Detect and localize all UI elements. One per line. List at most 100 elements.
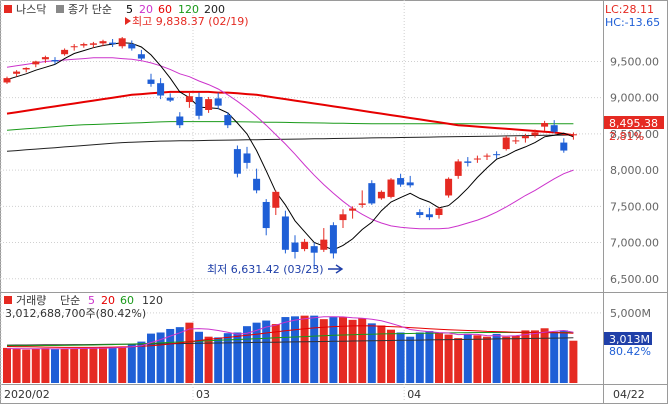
candles	[3, 36, 577, 270]
candle	[416, 209, 424, 218]
price-axis-ticks: 9,500.00 9,000.00 8,500.00 8,000.00 7,500.00…	[610, 55, 659, 319]
volume-bar	[195, 331, 203, 383]
hc-readout: HC:-13.65	[605, 16, 660, 29]
candle-body	[445, 178, 453, 196]
candle-body	[397, 178, 405, 185]
volume-bar	[367, 323, 376, 383]
volume-bar	[559, 330, 568, 383]
candle-body	[109, 42, 117, 45]
candle	[310, 242, 318, 270]
volume-bar	[31, 348, 40, 383]
last-price-label: 8,495.38	[609, 117, 658, 130]
candle-body	[118, 38, 126, 47]
price-tick-label: 8,000.00	[610, 164, 659, 177]
volume-bars	[3, 315, 578, 383]
candle	[406, 175, 414, 188]
volume-bar	[550, 331, 559, 383]
candle	[521, 133, 529, 143]
candle-body	[214, 98, 222, 106]
candle-body	[291, 242, 299, 252]
candle	[3, 76, 11, 84]
ma5-line	[6, 42, 574, 251]
volume-bar	[492, 333, 501, 383]
volume-bar	[406, 336, 415, 383]
candle-body	[560, 142, 568, 151]
candle	[329, 222, 337, 259]
volume-bar	[3, 347, 11, 383]
candle	[147, 73, 155, 87]
volume-bar	[281, 317, 290, 383]
candle	[13, 70, 21, 77]
candle-body	[531, 132, 539, 136]
legend-ma60: 60	[158, 3, 172, 16]
volume-bar	[271, 324, 280, 383]
candle	[550, 120, 558, 134]
candle	[483, 153, 491, 160]
candle	[80, 42, 88, 48]
volume-bar	[204, 336, 213, 383]
candle	[387, 178, 395, 199]
candle-body	[32, 61, 40, 65]
volume-tick-label: 5,000M	[610, 307, 651, 320]
candle	[89, 41, 97, 48]
candle	[272, 190, 280, 216]
volume-bar	[89, 348, 98, 383]
volume-bar	[358, 318, 367, 383]
volume-bar	[511, 335, 520, 383]
candle-body	[185, 96, 193, 103]
candle	[118, 36, 126, 49]
volume-bar	[425, 331, 434, 383]
volume-bar	[444, 334, 453, 383]
candle	[41, 55, 49, 63]
volume-bar	[396, 332, 405, 383]
price-tick-label: 9,000.00	[610, 92, 659, 105]
candle-body	[473, 158, 481, 160]
volume-bar	[243, 326, 251, 383]
candle	[301, 238, 309, 252]
candle-body	[224, 115, 232, 126]
high-label: 최고 9,838.37 (02/19)	[132, 15, 249, 28]
volume-bar	[387, 329, 395, 383]
price-legend: 나스닥 종가 단순 5 20 60 120 200	[4, 3, 225, 16]
candle-body	[3, 78, 11, 83]
candle-body	[550, 125, 558, 132]
volume-bar	[137, 341, 146, 383]
date-tick-label: 04	[407, 388, 421, 401]
candle-body	[205, 99, 213, 110]
volume-bar	[463, 333, 472, 383]
candle-body	[13, 71, 21, 74]
last-volume-box	[604, 332, 652, 345]
last-price-pct: 2.81%	[609, 130, 644, 143]
volume-bar	[473, 335, 482, 383]
legend-series-swatch	[56, 5, 64, 13]
candle	[262, 199, 270, 236]
candle	[32, 60, 40, 68]
volume-bar	[127, 343, 136, 383]
candle-body	[454, 161, 462, 176]
volume-bar	[569, 340, 578, 383]
candle	[512, 136, 520, 145]
volume-bar	[79, 348, 88, 383]
candle-body	[406, 182, 414, 186]
volume-bar	[377, 325, 386, 383]
candle	[368, 180, 376, 205]
volume-bar	[540, 328, 549, 383]
legend-ma20: 20	[139, 3, 153, 16]
volume-bar	[175, 327, 184, 383]
volume-bar	[483, 336, 491, 383]
candle-body	[493, 154, 501, 156]
candle	[445, 177, 453, 198]
vma60-line	[6, 332, 574, 347]
volume-bar	[147, 333, 155, 383]
volume-bar	[99, 347, 107, 383]
volume-bar	[300, 315, 309, 383]
last-volume-pct: 80.42%	[609, 345, 651, 358]
volume-bar	[348, 319, 357, 383]
candle-body	[425, 214, 433, 218]
candle-body	[310, 246, 318, 253]
low-marker-icon	[328, 264, 344, 274]
date-tick-label: 03	[196, 388, 210, 401]
candle	[243, 146, 251, 169]
candle-body	[329, 225, 337, 254]
